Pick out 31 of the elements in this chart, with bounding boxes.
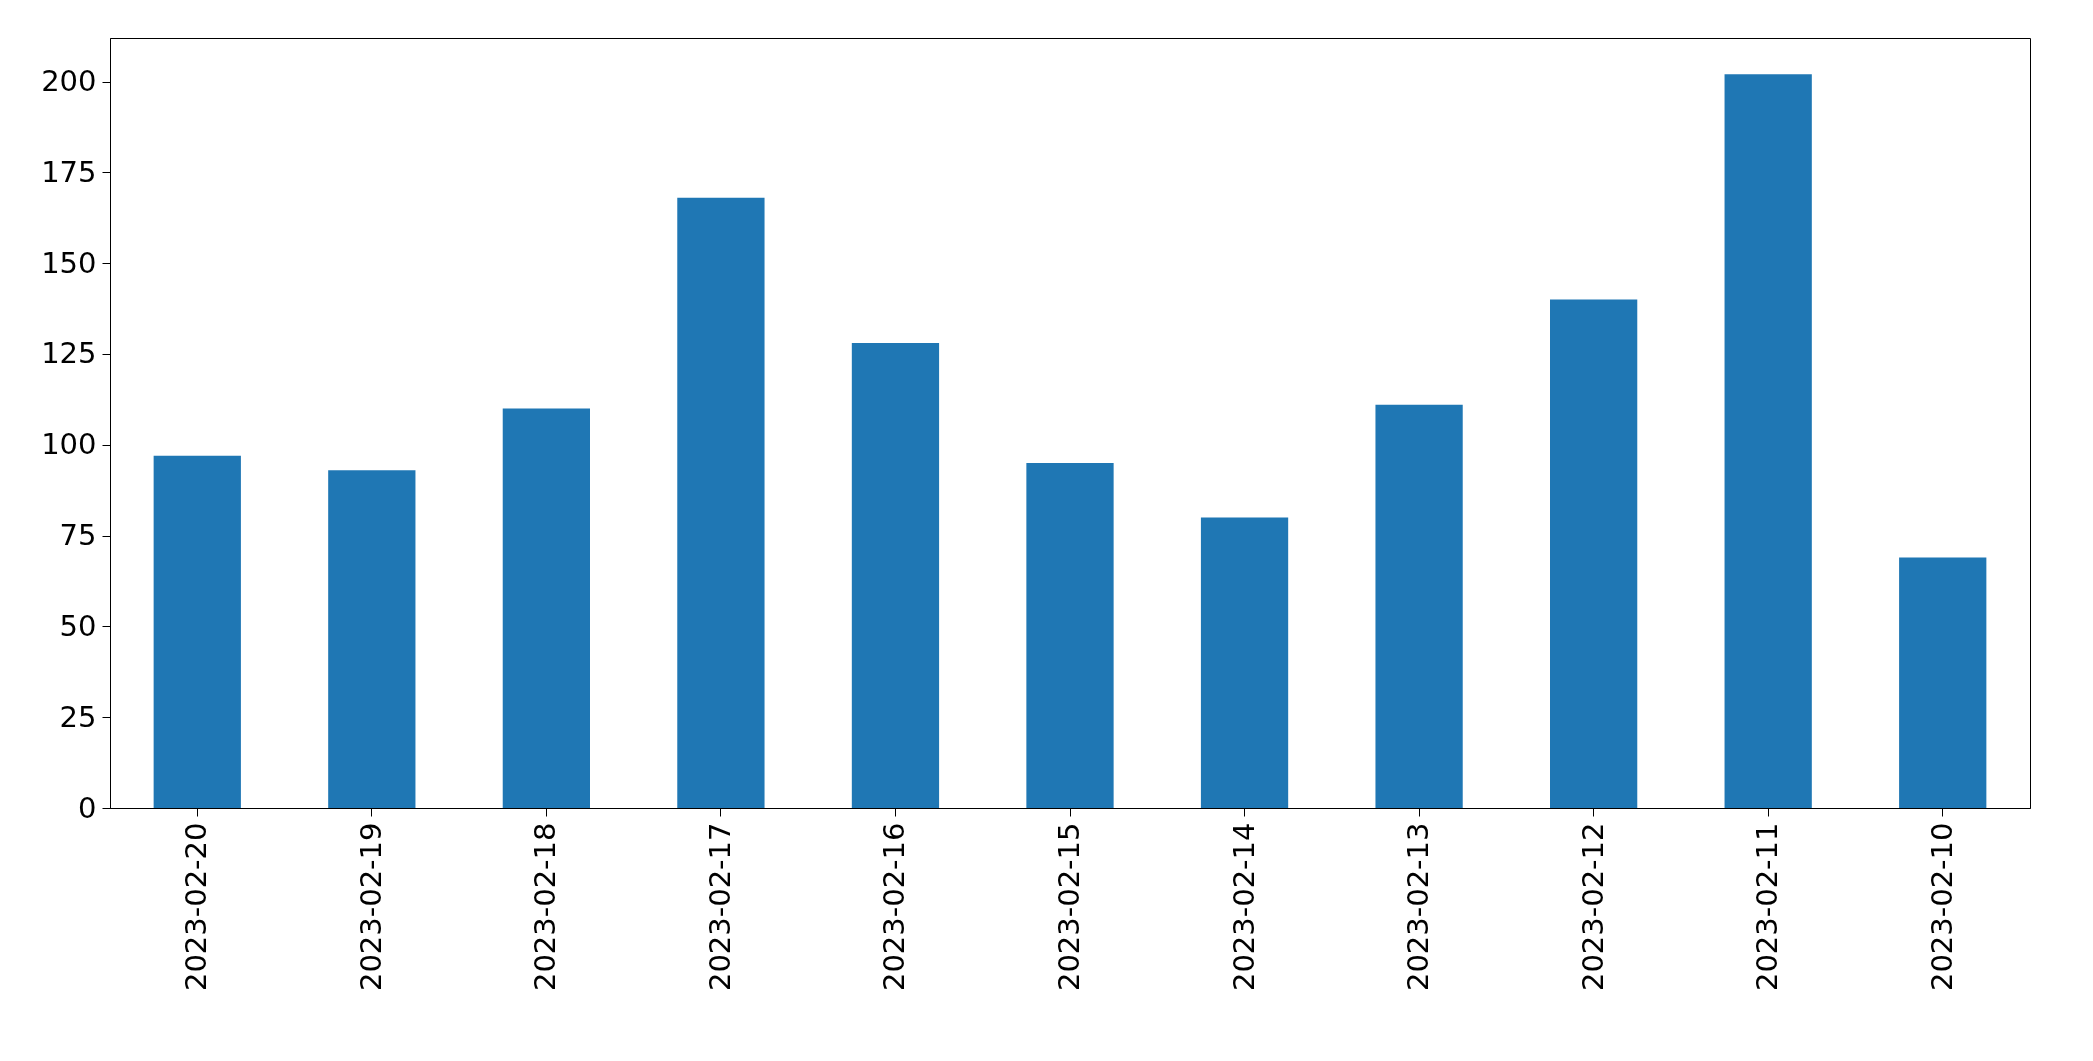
x-tick-label: 2023-02-18 xyxy=(528,822,563,992)
x-tick-label: 2023-02-10 xyxy=(1924,822,1959,992)
y-tick-label: 200 xyxy=(41,64,97,99)
x-tick-label: 2023-02-20 xyxy=(179,822,214,992)
y-tick-label: 75 xyxy=(59,518,97,553)
x-tick-label: 2023-02-13 xyxy=(1401,822,1436,992)
x-tick-label: 2023-02-17 xyxy=(702,822,737,992)
bar xyxy=(1724,74,1812,808)
y-tick-label: 150 xyxy=(41,245,97,280)
x-tick-label: 2023-02-16 xyxy=(877,822,912,992)
bar xyxy=(153,455,241,808)
bar xyxy=(677,197,765,808)
bar xyxy=(502,408,590,808)
bar xyxy=(851,343,940,808)
bar xyxy=(1026,462,1114,808)
bar xyxy=(1899,557,1987,808)
y-tick-label: 50 xyxy=(59,608,97,643)
y-tick-label: 25 xyxy=(59,699,97,734)
x-tick-label: 2023-02-14 xyxy=(1226,822,1261,992)
x-tick-label: 2023-02-15 xyxy=(1052,822,1086,992)
y-tick-label: 100 xyxy=(41,427,97,462)
x-tick-label: 2023-02-11 xyxy=(1750,822,1785,992)
bar xyxy=(328,470,416,808)
y-tick-label: 125 xyxy=(41,336,97,371)
y-tick-label: 0 xyxy=(78,790,97,825)
bar xyxy=(1550,299,1638,808)
x-tick-label: 2023-02-19 xyxy=(353,822,388,992)
bar xyxy=(1200,517,1289,808)
bar xyxy=(1375,404,1463,808)
x-tick-label: 2023-02-12 xyxy=(1575,822,1610,992)
y-tick-label: 175 xyxy=(41,154,97,189)
